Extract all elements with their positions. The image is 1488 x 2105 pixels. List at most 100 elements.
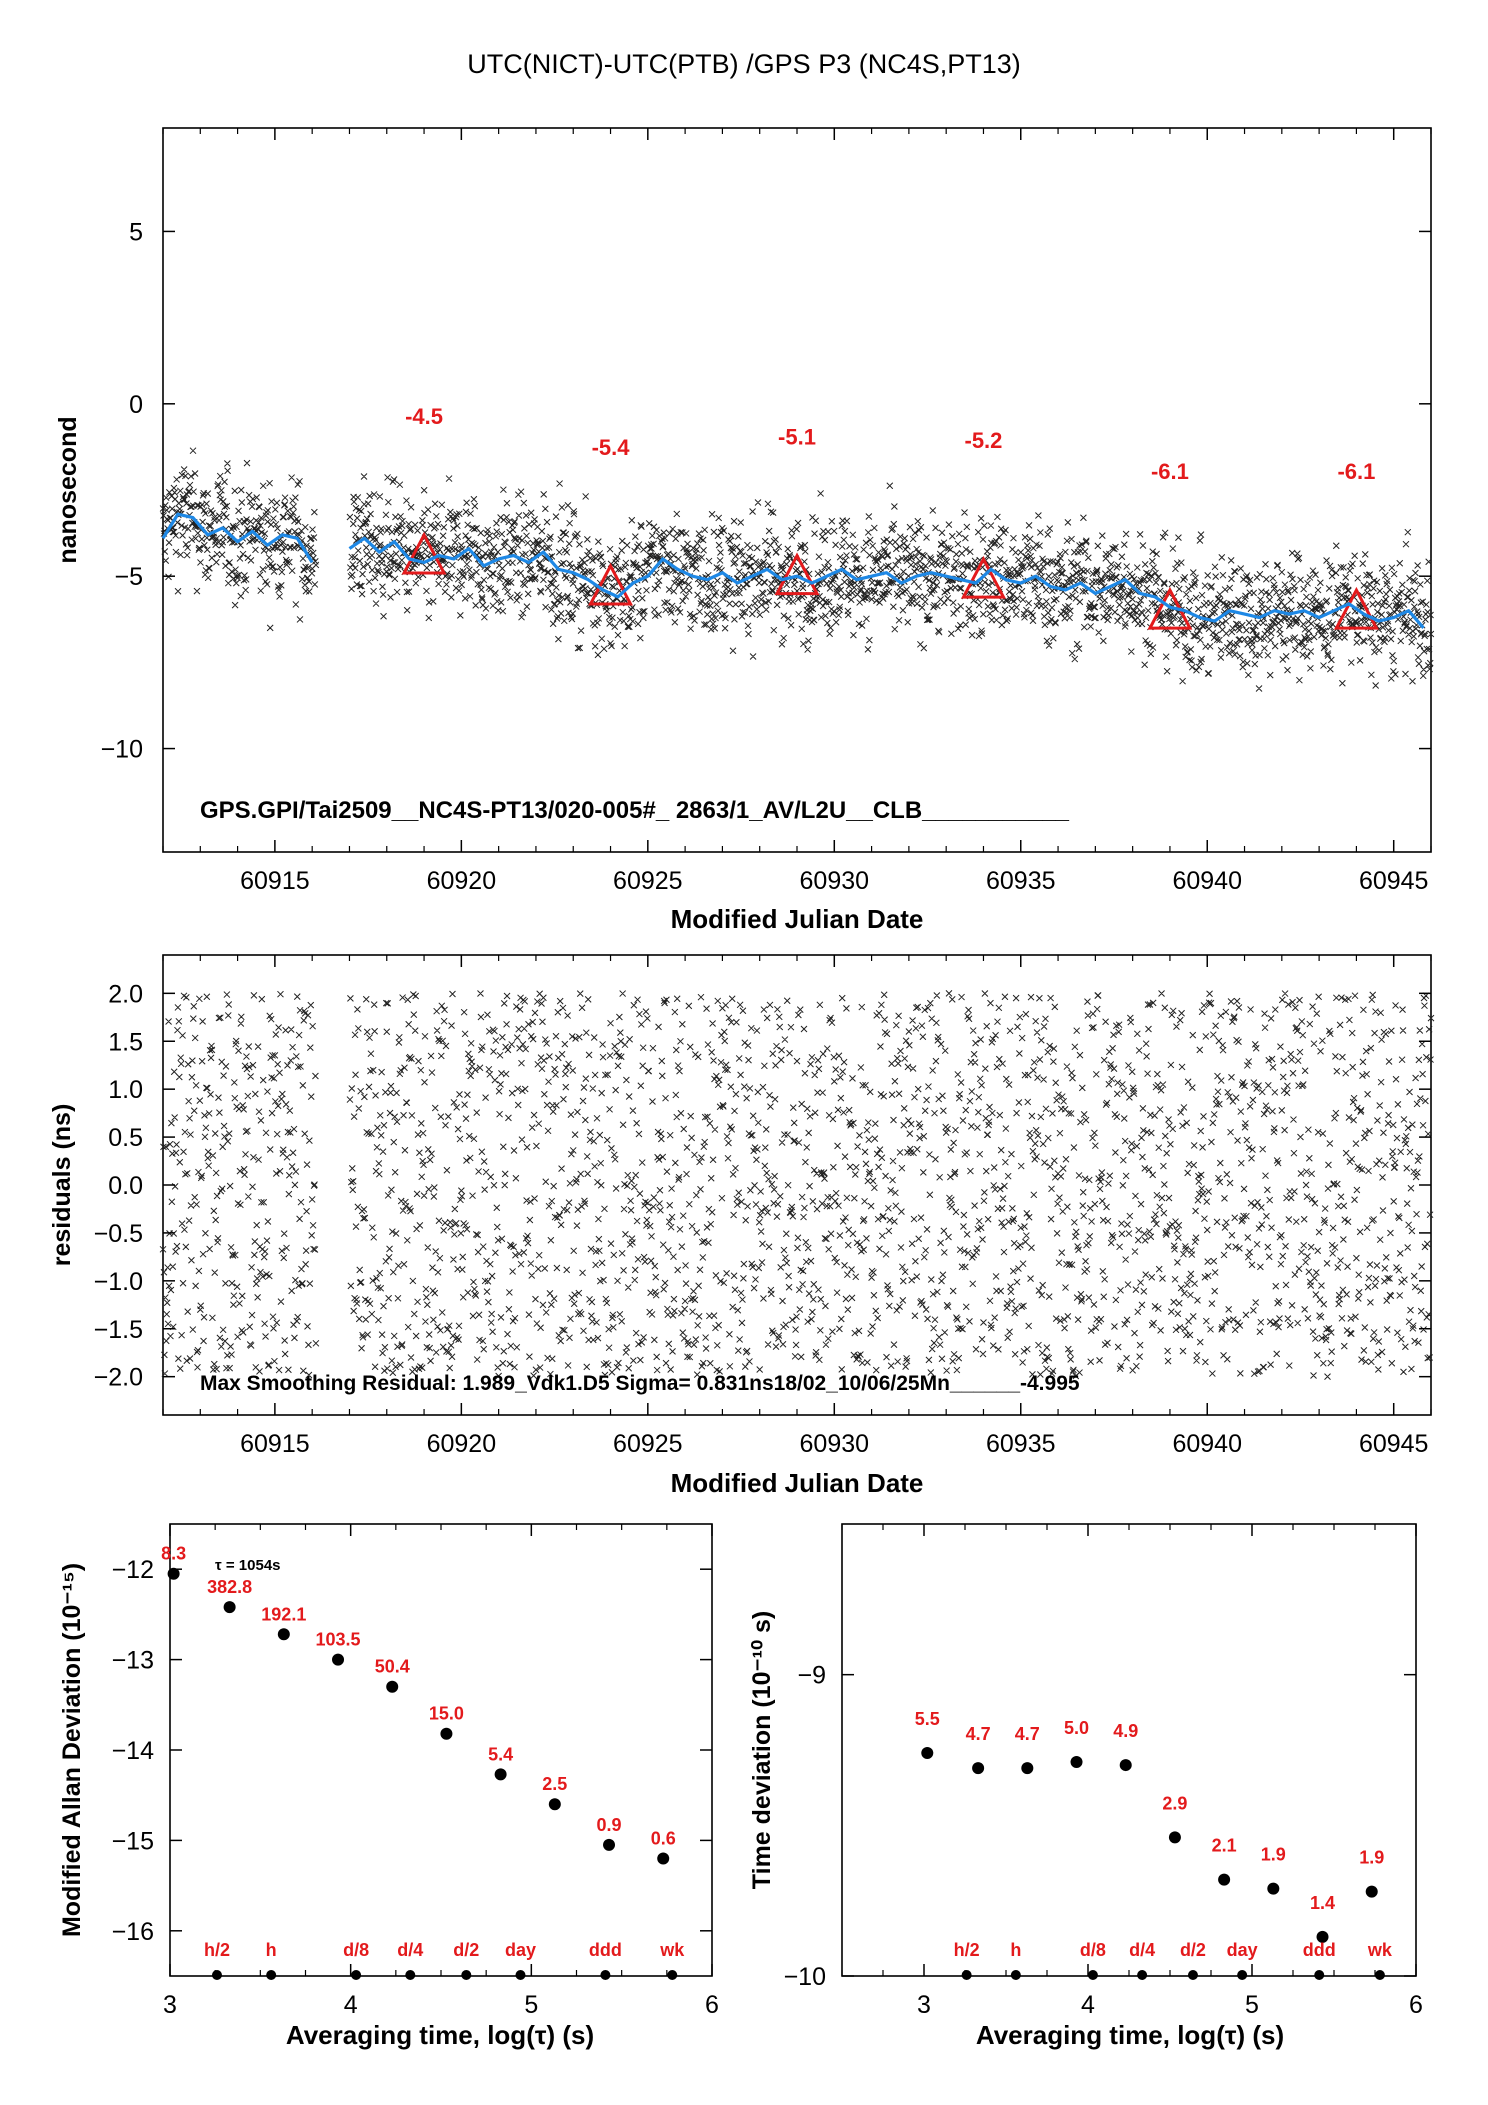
mdev-xtick-label: 3 bbox=[163, 1991, 177, 2019]
main-panel: -4.5 -5.4 -5.1 -5.2 -6.1 -6.1 60915 60920 60925… bbox=[54, 127, 1435, 934]
main-triangle-markers: -4.5 -5.4 -5.1 -5.2 -6.1 -6.1 bbox=[401, 404, 1379, 630]
mdev-interval-dot bbox=[667, 1970, 678, 1980]
tdev-point-label: 2.1 bbox=[1212, 1836, 1237, 1856]
mdev-point-label: 103.5 bbox=[315, 1630, 360, 1650]
mdev-xtick-label: 4 bbox=[344, 1991, 358, 2019]
tdev-point bbox=[1365, 1885, 1378, 1898]
mdev-point bbox=[332, 1653, 345, 1666]
residuals-ytick-label: 2.0 bbox=[108, 980, 143, 1008]
main-scatter-points bbox=[159, 447, 1435, 692]
tdev-interval-dot bbox=[1010, 1970, 1021, 1980]
tdev-point-label: 1.9 bbox=[1261, 1845, 1286, 1865]
main-xtick-label: 60915 bbox=[240, 867, 310, 895]
residuals-ytick-label: 0.0 bbox=[108, 1172, 143, 1200]
tdev-interval-dot bbox=[1314, 1970, 1325, 1980]
mdev-point bbox=[494, 1768, 507, 1781]
tdev-xtick-label: 3 bbox=[917, 1991, 931, 2019]
main-xtick-label: 60930 bbox=[800, 867, 870, 895]
residuals-scatter-crosses bbox=[159, 990, 1435, 1381]
mdev-interval-dot bbox=[461, 1970, 472, 1980]
residuals-ytick-label: −0.5 bbox=[94, 1220, 143, 1248]
mdev-xlabel: Averaging time, log(τ) (s) bbox=[286, 2020, 594, 2050]
mdev-interval-dot bbox=[515, 1970, 526, 1980]
main-frame bbox=[162, 127, 1432, 853]
mdev-axis-ticks: 3 4 5 6 −12 −13 −14 −15 −16 bbox=[112, 1524, 719, 2019]
residuals-ylabel: residuals (ns) bbox=[48, 1104, 76, 1267]
residuals-ytick-label: −2.0 bbox=[94, 1364, 143, 1392]
main-ytick-label: 0 bbox=[129, 391, 143, 419]
main-ytick-label: 5 bbox=[129, 218, 143, 246]
main-xlabel: Modified Julian Date bbox=[671, 904, 924, 934]
main-triangle-label: -5.1 bbox=[778, 425, 816, 450]
mdev-interval-dot bbox=[351, 1970, 362, 1980]
main-annotation: GPS.GPI/Tai2509__NC4S-PT13/020-005#_ 286… bbox=[200, 797, 1070, 824]
mdev-interval-label: d/2 bbox=[453, 1940, 479, 1960]
tdev-point-label: 4.7 bbox=[1015, 1724, 1040, 1744]
mdev-point bbox=[223, 1601, 236, 1614]
residuals-ytick-label: 1.5 bbox=[108, 1028, 143, 1056]
tdev-interval-dot bbox=[961, 1970, 972, 1980]
tdev-ytick-label: −10 bbox=[784, 1963, 826, 1991]
mdev-interval-label: day bbox=[505, 1940, 536, 1960]
tdev-interval-dot bbox=[1137, 1970, 1148, 1980]
tdev-point-label: 5.0 bbox=[1064, 1718, 1089, 1738]
tdev-xlabel: Averaging time, log(τ) (s) bbox=[976, 2020, 1284, 2050]
tdev-interval-label: h/2 bbox=[954, 1940, 980, 1960]
mdev-point-label: 50.4 bbox=[375, 1657, 410, 1677]
residuals-xtick-label: 60940 bbox=[1172, 1430, 1242, 1458]
tdev-interval-label: ddd bbox=[1303, 1940, 1336, 1960]
mdev-ytick-label: −13 bbox=[112, 1647, 154, 1675]
residuals-scatter-points bbox=[159, 990, 1435, 1381]
mdev-ytick-label: −14 bbox=[112, 1737, 155, 1765]
tdev-interval-label: wk bbox=[1367, 1940, 1393, 1960]
mdev-interval-label: h bbox=[266, 1940, 277, 1960]
residuals-xtick-label: 60935 bbox=[986, 1430, 1056, 1458]
main-xtick-label: 60945 bbox=[1359, 867, 1429, 895]
mdev-interval-label: wk bbox=[659, 1940, 685, 1960]
tdev-interval-label: d/4 bbox=[1129, 1940, 1155, 1960]
main-xtick-label: 60920 bbox=[427, 867, 497, 895]
mdev-point bbox=[603, 1838, 616, 1851]
mdev-point bbox=[277, 1628, 290, 1641]
mdev-interval-dot bbox=[405, 1970, 416, 1980]
mdev-points: 8.3 382.8 192.1 103.5 50.4 15.0 5.4 2.5 0.9 0.6 bbox=[161, 1544, 676, 1865]
tdev-interval-dot bbox=[1374, 1970, 1385, 1980]
tdev-point-label: 1.9 bbox=[1359, 1848, 1384, 1868]
main-triangle-marker bbox=[401, 531, 447, 575]
tdev-interval-dot bbox=[1187, 1970, 1198, 1980]
residuals-ytick-label: −1.0 bbox=[94, 1268, 143, 1296]
mdev-interval-label: d/8 bbox=[343, 1940, 369, 1960]
tdev-interval-markers: h/2 h d/8 d/4 d/2 day ddd wk bbox=[954, 1940, 1393, 1980]
tdev-point-label: 1.4 bbox=[1310, 1893, 1335, 1913]
residuals-axis-ticks: 60915 60920 60925 60930 60935 60940 60945 2.0 1.… bbox=[94, 955, 1432, 1458]
mdev-point bbox=[167, 1567, 180, 1580]
main-triangle-marker bbox=[774, 552, 820, 596]
tdev-point-label: 4.7 bbox=[966, 1724, 991, 1744]
mdev-interval-label: ddd bbox=[589, 1940, 622, 1960]
tdev-point bbox=[1119, 1759, 1132, 1772]
mdev-panel: 3 4 5 6 −12 −13 −14 −15 −16 8.3 382.8 192.1 103.5 50… bbox=[58, 1523, 719, 2050]
tdev-point bbox=[1218, 1873, 1231, 1886]
mdev-ytick-label: −15 bbox=[112, 1827, 154, 1855]
tdev-point-label: 2.9 bbox=[1162, 1793, 1187, 1813]
mdev-point-label: 5.4 bbox=[488, 1744, 513, 1764]
tdev-point bbox=[1021, 1762, 1034, 1775]
tdev-point bbox=[972, 1762, 985, 1775]
main-xtick-label: 60940 bbox=[1172, 867, 1242, 895]
residuals-xtick-label: 60930 bbox=[800, 1430, 870, 1458]
mdev-tau-note: τ = 1054s bbox=[215, 1557, 281, 1574]
main-ytick-label: −5 bbox=[114, 563, 143, 591]
residuals-ytick-label: 0.5 bbox=[108, 1124, 143, 1152]
main-triangle-label: -6.1 bbox=[1151, 459, 1189, 484]
tdev-interval-label: d/8 bbox=[1080, 1940, 1106, 1960]
mdev-interval-label: h/2 bbox=[204, 1940, 230, 1960]
main-ylabel: nanosecond bbox=[54, 416, 82, 563]
mdev-point-label: 0.6 bbox=[651, 1828, 676, 1848]
residuals-xlabel: Modified Julian Date bbox=[671, 1468, 924, 1498]
mdev-ytick-label: −12 bbox=[112, 1556, 154, 1584]
tdev-interval-label: h bbox=[1010, 1940, 1021, 1960]
mdev-interval-dot bbox=[266, 1970, 277, 1980]
tdev-point bbox=[1168, 1831, 1181, 1844]
main-triangle-label: -5.2 bbox=[965, 428, 1003, 453]
